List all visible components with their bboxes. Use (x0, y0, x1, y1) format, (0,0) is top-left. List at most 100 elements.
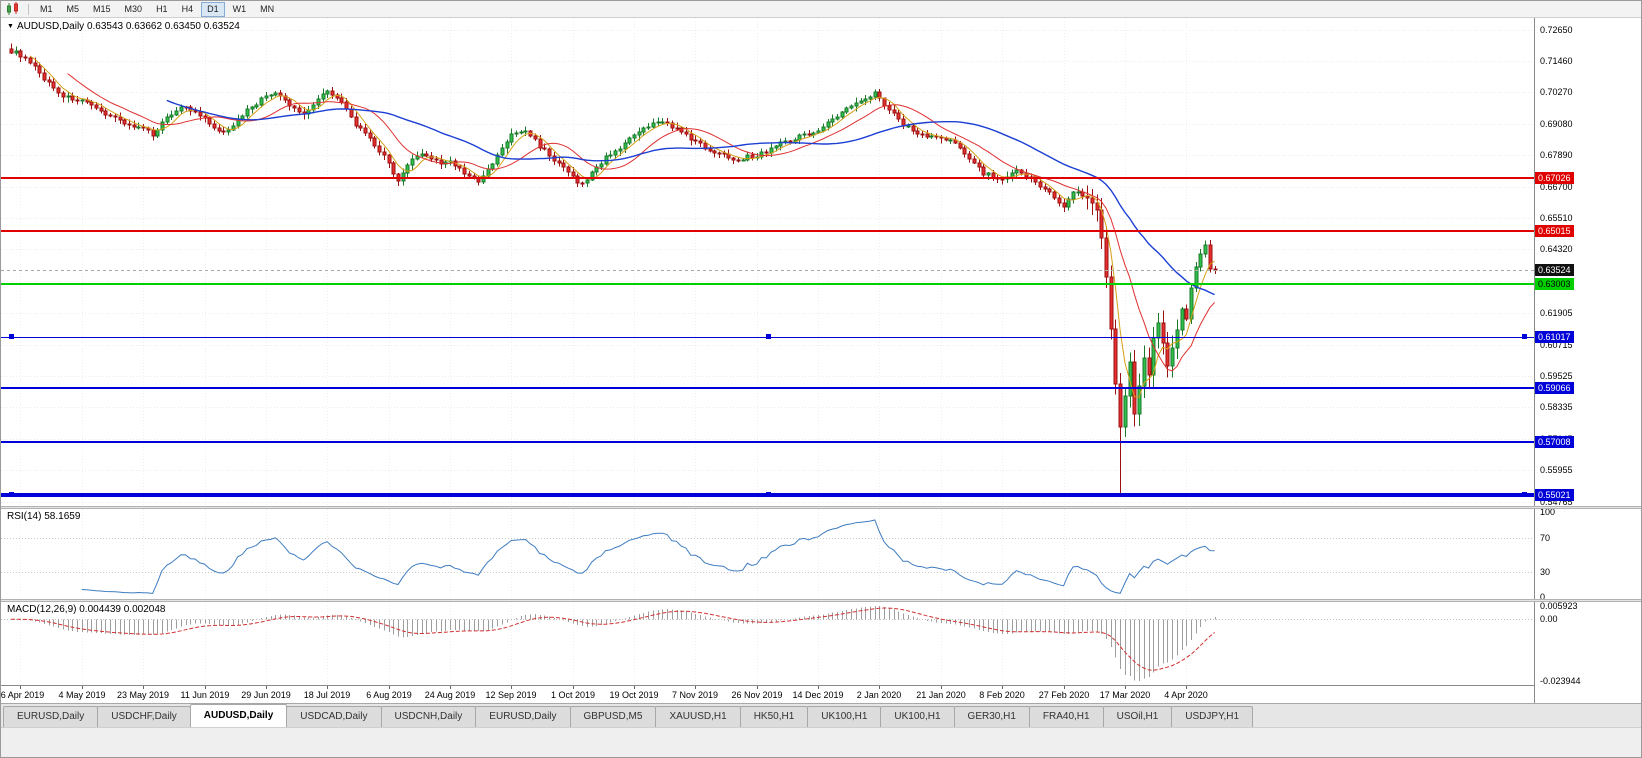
chart-tab-usdchf-daily[interactable]: USDCHF,Daily (97, 706, 191, 727)
rsi-indicator-label: RSI(14) 58.1659 (7, 511, 81, 522)
chart-tab-hk50-h1[interactable]: HK50,H1 (739, 706, 809, 727)
date-label: 21 Jan 2020 (916, 690, 966, 700)
time-tick (450, 686, 451, 689)
chart-tab-xauusd-h1[interactable]: XAUUSD,H1 (655, 706, 741, 727)
timeframe-button-m30[interactable]: M30 (124, 3, 143, 14)
price-axis-label: 0.61905 (1540, 308, 1573, 319)
date-label: 4 May 2019 (58, 690, 106, 700)
ma-line-13 (67, 73, 1215, 372)
time-tick (143, 686, 144, 689)
rsi-axis-label: 70 (1540, 532, 1551, 543)
timeframe-button-d1[interactable]: D1 (201, 1, 225, 17)
time-tick (511, 686, 512, 689)
time-tick (1125, 686, 1126, 689)
chart-tab-usdcnh-daily[interactable]: USDCNH,Daily (380, 706, 477, 727)
chart-tab-fra40-h1[interactable]: FRA40,H1 (1028, 706, 1104, 727)
date-label: 16 Apr 2019 (1, 690, 45, 700)
chart-tabs-bar: EURUSD,Daily USDCHF,Daily AUDUSD,Daily USDC… (1, 703, 1641, 727)
macd-axis-label: 0.005923 (1540, 601, 1578, 611)
rsi-panel-splitter[interactable] (1, 506, 1641, 509)
symbol-dropdown-icon[interactable]: ▼ (7, 23, 14, 30)
time-tick (389, 686, 390, 689)
ma-line-34 (166, 99, 1215, 296)
time-tick (941, 686, 942, 689)
rsi-chart[interactable] (1, 509, 1534, 599)
time-tick (205, 686, 206, 689)
chart-tab-usoil-h1[interactable]: USOil,H1 (1102, 706, 1173, 727)
window-bottom-strip (1, 727, 1641, 757)
date-label: 18 Jul 2019 (303, 690, 351, 700)
date-label: 12 Sep 2019 (485, 690, 537, 700)
time-tick (818, 686, 819, 689)
rsi-panel[interactable]: RSI(14) 58.1659 (1, 509, 1534, 599)
date-label: 1 Oct 2019 (550, 690, 596, 700)
timeframe-button-m1[interactable]: M1 (40, 3, 53, 14)
chart-tab-uk100-h1[interactable]: UK100,H1 (880, 706, 955, 727)
time-tick (82, 686, 83, 689)
macd-indicator-label: MACD(12,26,9) 0.004439 0.002048 (7, 604, 166, 615)
symbol-ohlc-label: ▼ AUDUSD,Daily 0.63543 0.63662 0.63450 0.… (7, 21, 240, 32)
timeframe-button-h1[interactable]: H1 (156, 3, 168, 14)
moving-averages (29, 55, 1215, 398)
price-axis-label: 0.71460 (1540, 56, 1573, 66)
time-tick (20, 686, 21, 689)
date-label: 6 Aug 2019 (366, 690, 412, 700)
rsi-axis-label: 100 (1540, 507, 1556, 517)
candlestick-chart-icon[interactable] (4, 2, 22, 16)
macd-signal-line (10, 607, 1215, 671)
price-axis[interactable]: 0.72650 0.71460 0.70270 0.69080 0.67890 0.667… (1534, 18, 1641, 703)
chart-tab-eurusd-daily[interactable]: EURUSD,Daily (475, 706, 571, 727)
price-axis-label: 0.69080 (1540, 118, 1573, 129)
time-tick (266, 686, 267, 689)
candlestick-chart[interactable] (1, 18, 1534, 506)
price-tag: 0.63524 (1535, 264, 1574, 277)
macd-panel-splitter[interactable] (1, 599, 1641, 602)
main-chart-panel[interactable]: ▼ AUDUSD,Daily 0.63543 0.63662 0.63450 0.… (1, 18, 1534, 506)
time-tick (1064, 686, 1065, 689)
rsi-axis-label: 0 (1540, 592, 1546, 602)
price-tag: 0.57008 (1535, 436, 1574, 449)
date-label: 17 Mar 2020 (1099, 690, 1151, 700)
date-label: 11 Jun 2019 (180, 690, 230, 700)
date-label: 26 Nov 2019 (731, 690, 783, 700)
chart-tab-eurusd-daily[interactable]: EURUSD,Daily (3, 706, 99, 727)
chart-tab-usdjpy-h1[interactable]: USDJPY,H1 (1171, 706, 1254, 727)
timeframe-toolbar: M1 M5 M15 M30 H1 H4 D1 W1 MN (1, 1, 1641, 18)
date-label: 29 Jun 2019 (241, 690, 291, 700)
time-tick (757, 686, 758, 689)
chart-tab-audusd-daily[interactable]: AUDUSD,Daily (189, 704, 288, 727)
symbol-ohlc-text: AUDUSD,Daily 0.63543 0.63662 0.63450 0.6… (16, 21, 240, 32)
date-label: 14 Dec 2019 (792, 690, 844, 700)
timeframe-button-h4[interactable]: H4 (181, 3, 194, 14)
timeframe-button-mn[interactable]: MN (260, 3, 275, 14)
price-axis-label: 0.65510 (1540, 213, 1573, 223)
price-axis-label: 0.59525 (1540, 370, 1573, 381)
macd-panel[interactable]: MACD(12,26,9) 0.004439 0.002048 (1, 602, 1534, 685)
time-tick (1002, 686, 1003, 689)
chart-objects (1, 177, 1534, 497)
macd-chart[interactable] (1, 602, 1534, 685)
date-label: 4 Apr 2020 (1164, 690, 1208, 700)
chart-tab-uk100-h1[interactable]: UK100,H1 (807, 706, 882, 727)
toolbar-separator (28, 3, 29, 15)
price-axis-label: 0.54765 (1540, 496, 1573, 507)
price-axis-label: 0.58335 (1540, 402, 1573, 413)
time-tick (634, 686, 635, 689)
chart-tab-usdcad-daily[interactable]: USDCAD,Daily (286, 706, 382, 727)
price-axis-label: 0.64320 (1540, 244, 1573, 255)
timeframe-button-m15[interactable]: M15 (93, 3, 111, 14)
price-axis-label: 0.67890 (1540, 150, 1573, 161)
chart-tab-ger30-h1[interactable]: GER30,H1 (953, 706, 1030, 727)
date-label: 23 May 2019 (116, 690, 170, 700)
price-axis-label: 0.60715 (1540, 339, 1573, 350)
date-label: 27 Feb 2020 (1038, 690, 1090, 700)
time-tick (695, 686, 696, 689)
timeframe-button-w1[interactable]: W1 (232, 3, 247, 14)
price-axis-label: 0.72650 (1540, 24, 1573, 35)
time-axis[interactable]: 16 Apr 2019 4 May 2019 23 May 2019 11 Jun 2… (1, 685, 1534, 703)
chart-tab-gbpusd-m5[interactable]: GBPUSD,M5 (569, 706, 657, 727)
date-label: 19 Oct 2019 (609, 690, 659, 700)
price-axis-label: 0.70270 (1540, 87, 1573, 98)
timeframe-button-m5[interactable]: M5 (66, 3, 80, 14)
